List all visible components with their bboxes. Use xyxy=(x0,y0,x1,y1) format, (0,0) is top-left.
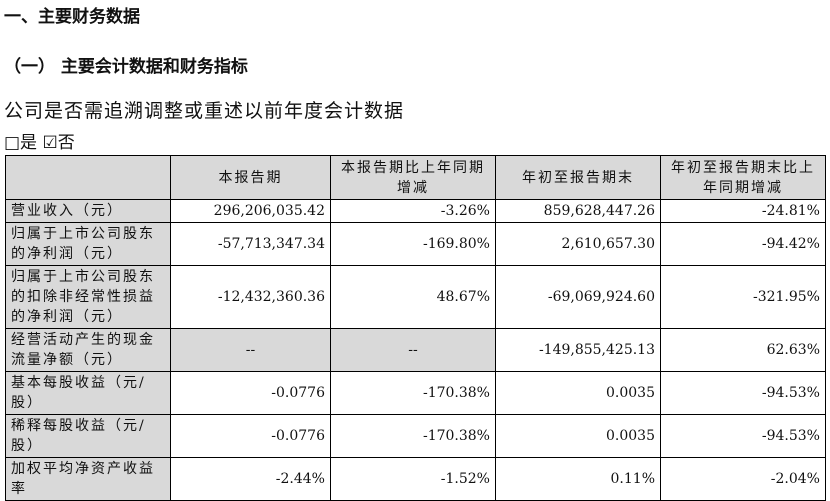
cell: 0.11% xyxy=(495,457,661,501)
cell: 859,628,447.26 xyxy=(495,199,661,223)
cell: -57,713,347.34 xyxy=(170,222,331,266)
row-label: 基本每股收益（元/股） xyxy=(5,371,171,415)
cell: -94.42% xyxy=(660,222,826,266)
data-row: 经营活动产生的现金流量净额（元） -- -- -149,855,425.13 62.63… xyxy=(5,328,826,372)
cell: 48.67% xyxy=(330,265,496,329)
data-row: 营业收入（元） 296,206,035.42 -3.26% 859,628,447.2… xyxy=(5,199,826,223)
cell: -- xyxy=(170,328,331,372)
cell: -0.0776 xyxy=(170,371,331,415)
row-label: 归属于上市公司股东的净利润（元） xyxy=(5,222,171,266)
data-row: 归属于上市公司股东的净利润（元） -57,713,347.34 -169.80% 2,… xyxy=(5,222,826,266)
cell: -94.53% xyxy=(660,414,826,458)
cell: -0.0776 xyxy=(170,414,331,458)
header-cell xyxy=(5,155,171,200)
cell: 296,206,035.42 xyxy=(170,199,331,223)
cell: -69,069,924.60 xyxy=(495,265,661,329)
row-label: 营业收入（元） xyxy=(5,199,171,223)
cell: -2.04% xyxy=(660,457,826,501)
row-label: 经营活动产生的现金流量净额（元） xyxy=(5,328,171,372)
question: 公司是否需追溯调整或重述以前年度会计数据 xyxy=(4,100,405,122)
header-cell: 年初至报告期末比上年同期增减 xyxy=(660,155,826,200)
cell: -1.52% xyxy=(330,457,496,501)
row-label: 归属于上市公司股东的扣除非经常性损益的净利润（元） xyxy=(5,265,171,329)
section-title: 一、主要财务数据 xyxy=(4,7,140,27)
data-row: 加权平均净资产收益率 -2.44% -1.52% 0.11% -2.04% xyxy=(5,457,826,501)
cell: 62.63% xyxy=(660,328,826,372)
cell: -149,855,425.13 xyxy=(495,328,661,372)
header-row: 本报告期 本报告期比上年同期增减 年初至报告期末 年初至报告期末比上年同期增减 xyxy=(5,155,826,200)
cell: -- xyxy=(330,328,496,372)
section-subtitle: （一） 主要会计数据和财务指标 xyxy=(4,57,248,77)
cell: -170.38% xyxy=(330,371,496,415)
cell: 2,610,657.30 xyxy=(495,222,661,266)
cell: -2.44% xyxy=(170,457,331,501)
cell: -24.81% xyxy=(660,199,826,223)
cell: -169.80% xyxy=(330,222,496,266)
cell: -321.95% xyxy=(660,265,826,329)
cell: -94.53% xyxy=(660,371,826,415)
cell: 0.0035 xyxy=(495,414,661,458)
data-row: 归属于上市公司股东的扣除非经常性损益的净利润（元） -12,432,360.36 4… xyxy=(5,265,826,329)
financial-table: 本报告期 本报告期比上年同期增减 年初至报告期末 年初至报告期末比上年同期增减 营业收入… xyxy=(5,155,826,501)
row-label: 加权平均净资产收益率 xyxy=(5,457,171,501)
cell: -3.26% xyxy=(330,199,496,223)
row-label: 稀释每股收益（元/股） xyxy=(5,414,171,458)
cell: -170.38% xyxy=(330,414,496,458)
cell: 0.0035 xyxy=(495,371,661,415)
data-row: 稀释每股收益（元/股） -0.0776 -170.38% 0.0035 -94.53% xyxy=(5,414,826,458)
data-row: 基本每股收益（元/股） -0.0776 -170.38% 0.0035 -94.53% xyxy=(5,371,826,415)
header-cell: 年初至报告期末 xyxy=(495,155,661,200)
header-cell: 本报告期 xyxy=(170,155,331,200)
cell: -12,432,360.36 xyxy=(170,265,331,329)
answer: □是 ☑否 xyxy=(4,133,75,153)
header-cell: 本报告期比上年同期增减 xyxy=(330,155,496,200)
